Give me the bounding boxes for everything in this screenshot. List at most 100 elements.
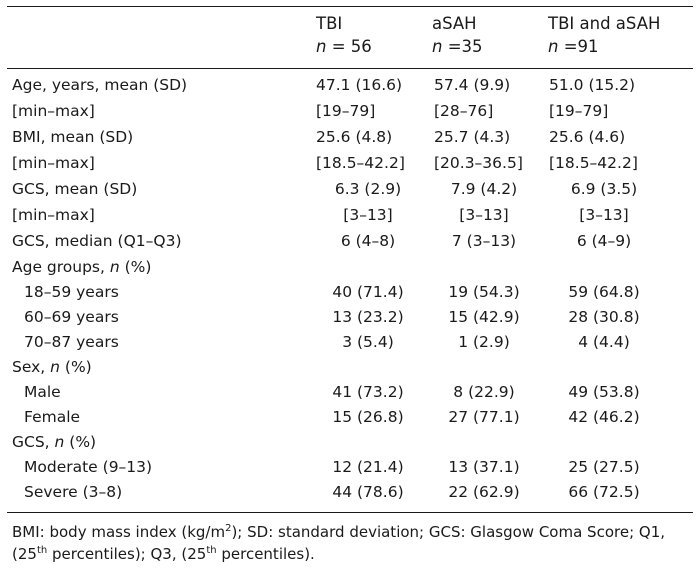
- n-symbol: n: [54, 433, 65, 451]
- cell-tbi: [19–79]: [316, 102, 376, 120]
- row-label: [min–max]: [12, 154, 95, 172]
- section-label-sex: Sex, n (%): [12, 358, 92, 376]
- footnote-text: BMI: body mass index (kg/m: [12, 523, 226, 541]
- cell-asah: [3–13]: [459, 206, 509, 224]
- table-row: Age, years, mean (SD) 47.1 (16.6) 57.4 (…: [0, 76, 700, 103]
- section-label-suffix: (%): [59, 358, 92, 376]
- cell-tbi-and-asah: [18.5–42.2]: [549, 154, 638, 172]
- cell-tbi-and-asah: 49 (53.8): [568, 383, 640, 401]
- row-label: 60–69 years: [24, 308, 119, 326]
- cell-asah: 57.4 (9.9): [434, 76, 511, 94]
- row-label: Male: [24, 383, 61, 401]
- table-row: [min–max] [18.5–42.2] [20.3–36.5] [18.5–…: [0, 154, 700, 181]
- row-label: 70–87 years: [24, 333, 119, 351]
- cell-asah: 27 (77.1): [448, 408, 520, 426]
- superscript: th: [206, 545, 217, 556]
- cell-tbi-and-asah: 28 (30.8): [568, 308, 640, 326]
- cell-asah: 15 (42.9): [448, 308, 520, 326]
- cell-tbi: 40 (71.4): [332, 283, 404, 301]
- cell-asah: 25.7 (4.3): [434, 128, 511, 146]
- table-row: [min–max] [3–13] [3–13] [3–13]: [0, 206, 700, 233]
- table-row: Moderate (9–13) 12 (21.4) 13 (37.1) 25 (…: [0, 458, 700, 485]
- cell-tbi: 6.3 (2.9): [334, 180, 402, 198]
- row-label: GCS, median (Q1–Q3): [12, 232, 182, 250]
- cell-tbi-and-asah: [19–79]: [549, 102, 609, 120]
- cell-tbi-and-asah: 6 (4–9): [576, 232, 632, 250]
- cell-asah: 22 (62.9): [448, 483, 520, 501]
- cell-asah: 19 (54.3): [448, 283, 520, 301]
- table-row: 70–87 years 3 (5.4) 1 (2.9) 4 (4.4): [0, 333, 700, 360]
- table-row: Severe (3–8) 44 (78.6) 22 (62.9) 66 (72.…: [0, 483, 700, 510]
- cell-asah: [28–76]: [434, 102, 494, 120]
- cell-asah: 7 (3–13): [451, 232, 517, 250]
- row-label: Female: [24, 408, 81, 426]
- row-label: [min–max]: [12, 206, 95, 224]
- cell-tbi: 13 (23.2): [332, 308, 404, 326]
- cell-tbi: 25.6 (4.8): [316, 128, 393, 146]
- n-symbol: n: [316, 37, 327, 56]
- row-label: GCS, mean (SD): [12, 180, 138, 198]
- n-value: =35: [442, 37, 483, 56]
- table-row: BMI, mean (SD) 25.6 (4.8) 25.7 (4.3) 25.…: [0, 128, 700, 155]
- table-row: 60–69 years 13 (23.2) 15 (42.9) 28 (30.8…: [0, 308, 700, 335]
- cell-tbi: [3–13]: [343, 206, 393, 224]
- table-bottom-rule: [7, 512, 693, 513]
- cell-tbi-and-asah: 51.0 (15.2): [549, 76, 636, 94]
- superscript: 2: [225, 523, 232, 534]
- cell-asah: 13 (37.1): [448, 458, 520, 476]
- table-row: GCS, median (Q1–Q3) 6 (4–8) 7 (3–13) 6 (…: [0, 232, 700, 259]
- column-header-tbi: TBI: [316, 14, 343, 33]
- footnote-text: percentiles).: [216, 545, 315, 563]
- n-symbol: n: [50, 358, 60, 376]
- row-label: Age, years, mean (SD): [12, 76, 188, 94]
- column-n-asah: n =35: [432, 37, 483, 56]
- section-label-text: Age groups,: [12, 258, 110, 276]
- column-n-tbi-and-asah: n =91: [548, 37, 599, 56]
- section-label-suffix: (%): [64, 433, 97, 451]
- cell-asah: [20.3–36.5]: [434, 154, 523, 172]
- cell-asah: 1 (2.9): [458, 333, 510, 351]
- table-section-row: Age groups, n (%): [0, 258, 700, 285]
- column-header-asah: aSAH: [432, 14, 477, 33]
- superscript: th: [36, 545, 48, 556]
- cell-tbi: 6 (4–8): [340, 232, 396, 250]
- cell-tbi: 41 (73.2): [332, 383, 404, 401]
- section-label-suffix: (%): [119, 258, 152, 276]
- table-row: Female 15 (26.8) 27 (77.1) 42 (46.2): [0, 408, 700, 435]
- row-label: [min–max]: [12, 102, 95, 120]
- table-row: [min–max] [19–79] [28–76] [19–79]: [0, 102, 700, 129]
- section-label-age-groups: Age groups, n (%): [12, 258, 152, 276]
- table-top-rule: [7, 6, 693, 7]
- table-section-row: Sex, n (%): [0, 358, 700, 385]
- cell-tbi-and-asah: 42 (46.2): [568, 408, 640, 426]
- cell-asah: 7.9 (4.2): [450, 180, 518, 198]
- cell-tbi-and-asah: 6.9 (3.5): [570, 180, 638, 198]
- table-row: Male 41 (73.2) 8 (22.9) 49 (53.8): [0, 383, 700, 410]
- row-label: Severe (3–8): [24, 483, 123, 501]
- cell-tbi-and-asah: [3–13]: [579, 206, 629, 224]
- cell-tbi: 15 (26.8): [332, 408, 404, 426]
- column-header-tbi-and-asah: TBI and aSAH: [548, 14, 661, 33]
- footnote-text: percentiles); Q3, (25: [47, 545, 207, 563]
- n-value: = 56: [326, 37, 372, 56]
- table-section-row: GCS, n (%): [0, 433, 700, 460]
- row-label: 18–59 years: [24, 283, 119, 301]
- table-header-rule: [7, 68, 693, 69]
- cell-tbi-and-asah: 4 (4.4): [578, 333, 630, 351]
- cell-tbi-and-asah: 25 (27.5): [568, 458, 640, 476]
- cell-tbi: 47.1 (16.6): [316, 76, 403, 94]
- cell-tbi: 44 (78.6): [332, 483, 404, 501]
- row-label: BMI, mean (SD): [12, 128, 134, 146]
- cell-tbi: 12 (21.4): [332, 458, 404, 476]
- table-row: GCS, mean (SD) 6.3 (2.9) 7.9 (4.2) 6.9 (…: [0, 180, 700, 207]
- row-label: Moderate (9–13): [24, 458, 153, 476]
- cell-asah: 8 (22.9): [453, 383, 515, 401]
- section-label-text: GCS,: [12, 433, 55, 451]
- n-symbol: n: [548, 37, 559, 56]
- section-label-gcs: GCS, n (%): [12, 433, 97, 451]
- cell-tbi: [18.5–42.2]: [316, 154, 405, 172]
- n-symbol: n: [432, 37, 443, 56]
- cell-tbi-and-asah: 59 (64.8): [568, 283, 640, 301]
- cell-tbi: 3 (5.4): [342, 333, 394, 351]
- table-footnote: BMI: body mass index (kg/m2); SD: standa…: [12, 521, 692, 565]
